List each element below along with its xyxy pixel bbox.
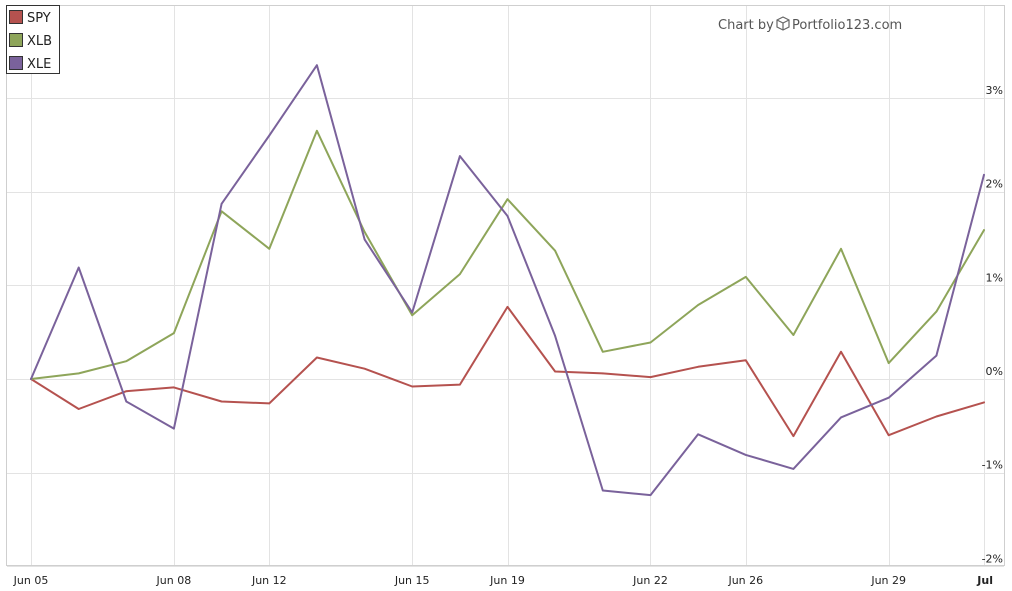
data-point-xle-12 (602, 489, 604, 492)
data-point-spy-10 (506, 306, 509, 308)
data-point-spy-19 (935, 415, 938, 418)
data-point-xle-2 (125, 400, 128, 403)
data-point-spy-3 (173, 386, 175, 389)
data-point-spy-7 (363, 367, 366, 370)
legend-swatch-xle (9, 56, 23, 70)
data-point-spy-2 (125, 390, 128, 393)
data-point-spy-6 (316, 356, 318, 359)
y-tick-label-0: 3% (986, 84, 1003, 97)
data-point-xlb-3 (173, 332, 175, 334)
data-point-xlb-14 (697, 304, 699, 306)
legend-item-spy: SPY (9, 10, 51, 26)
data-point-xle-18 (887, 396, 890, 399)
data-point-xle-5 (268, 134, 271, 137)
x-tick-label-7: Jun 29 (870, 574, 906, 587)
legend: SPY XLB XLE (6, 5, 60, 74)
data-point-xlb-10 (506, 198, 509, 200)
data-point-xlb-1 (77, 372, 80, 375)
x-tick-label-0: Jun 05 (13, 574, 49, 587)
data-point-xle-19 (935, 354, 938, 357)
data-point-spy-18 (887, 434, 890, 437)
y-tick-label-2: 1% (986, 271, 1003, 284)
y-tick-label-3: 0% (986, 365, 1003, 378)
data-point-xlb-19 (935, 310, 938, 313)
x-axis-tick-labels: Jun 05 Jun 08 Jun 12 Jun 15 Jun 19 Jun 22 Jun … (13, 574, 993, 587)
data-point-xle-0 (30, 378, 32, 380)
data-point-xle-16 (792, 468, 795, 470)
data-point-spy-12 (602, 372, 604, 375)
y-tick-label-1: 2% (986, 178, 1003, 191)
data-point-xle-13 (649, 494, 652, 496)
data-point-xlb-12 (602, 351, 604, 353)
legend-label-spy: SPY (27, 11, 51, 26)
x-tick-label-4: Jun 19 (489, 574, 525, 587)
x-tick-label-3: Jun 15 (394, 574, 430, 587)
credit-prefix: Chart by (718, 18, 774, 33)
data-point-xlb-15 (745, 276, 747, 278)
data-point-spy-14 (697, 366, 699, 368)
data-point-xlb-16 (792, 334, 795, 336)
data-point-xle-9 (459, 155, 461, 157)
x-tick-label-6: Jun 26 (727, 574, 763, 587)
y-axis-tick-labels: 3% 2% 1% 0% -1% -2% (982, 84, 1003, 565)
data-point-spy-8 (411, 385, 414, 388)
data-point-xle-6 (316, 64, 318, 66)
data-point-xle-1 (77, 266, 80, 269)
data-point-xle-3 (173, 427, 175, 430)
cube-logo-icon (776, 16, 790, 31)
data-point-spy-9 (459, 383, 461, 386)
data-point-spy-17 (840, 351, 842, 353)
data-point-xlb-6 (316, 130, 318, 132)
legend-label-xle: XLE (27, 57, 51, 72)
data-point-xlb-2 (125, 360, 128, 363)
legend-item-xlb: XLB (9, 33, 52, 49)
data-point-xlb-13 (649, 341, 652, 344)
data-point-xlb-4 (220, 210, 223, 213)
data-point-xle-20 (983, 174, 985, 176)
data-point-xle-10 (506, 215, 509, 217)
legend-swatch-spy (9, 10, 23, 24)
data-point-xle-8 (411, 311, 414, 314)
legend-swatch-xlb (9, 33, 23, 47)
data-point-xlb-18 (887, 362, 890, 364)
data-point-spy-11 (554, 370, 556, 373)
data-point-xlb-8 (411, 314, 414, 317)
x-tick-label-2: Jun 12 (251, 574, 287, 587)
data-point-xlb-20 (983, 229, 985, 231)
data-point-xlb-5 (268, 248, 271, 250)
grid (7, 6, 1004, 567)
data-point-spy-16 (792, 435, 795, 437)
data-point-xle-7 (363, 238, 366, 241)
x-tick-label-5: Jun 22 (632, 574, 668, 587)
y-tick-label-5: -2% (982, 552, 1003, 565)
data-point-xlb-9 (459, 273, 461, 275)
data-point-xlb-11 (554, 249, 556, 252)
data-point-spy-15 (745, 359, 747, 362)
data-point-spy-13 (649, 376, 652, 378)
data-point-spy-5 (268, 402, 271, 405)
data-point-xle-17 (840, 416, 842, 419)
data-point-xlb-7 (363, 231, 366, 233)
x-tick-label-1: Jun 08 (156, 574, 192, 587)
data-point-xlb-17 (840, 248, 842, 250)
y-tick-label-4: -1% (982, 459, 1003, 472)
data-point-xle-11 (554, 335, 556, 337)
data-point-xle-4 (220, 203, 223, 205)
x-tick-label-8: Jul (976, 574, 993, 587)
legend-item-xle: XLE (9, 56, 51, 72)
data-point-spy-20 (983, 401, 985, 404)
data-point-spy-4 (220, 400, 223, 403)
series-lines (30, 64, 985, 497)
data-point-xle-15 (745, 454, 747, 456)
legend-label-xlb: XLB (27, 34, 52, 49)
data-point-spy-1 (77, 408, 80, 410)
credit-brand: Portfolio123.com (792, 18, 902, 33)
chart-credit[interactable]: Chart by Portfolio123.com (718, 16, 902, 33)
data-point-xle-14 (697, 433, 699, 436)
